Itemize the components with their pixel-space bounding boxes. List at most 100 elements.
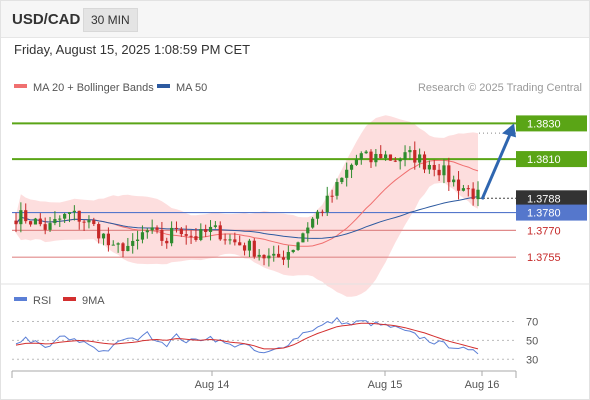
candle-body xyxy=(131,240,135,246)
candle-body xyxy=(466,188,470,190)
candle-body xyxy=(48,223,52,230)
candle-body xyxy=(101,233,106,239)
candle-body xyxy=(204,229,208,232)
candle-body xyxy=(92,220,96,225)
rsi-ma-legend-swatch xyxy=(63,297,76,301)
symbol-label: USD/CAD xyxy=(12,11,81,28)
candle-body xyxy=(306,227,310,234)
price-level-lines xyxy=(12,122,516,258)
candle-body xyxy=(53,218,57,224)
candle-body xyxy=(447,165,451,183)
candle-body xyxy=(388,154,393,161)
candle-body xyxy=(311,218,315,228)
candle-body xyxy=(213,225,217,227)
candle-body xyxy=(437,169,441,176)
watermark: Research © 2025 Trading Central xyxy=(418,82,582,94)
candle-body xyxy=(111,244,115,246)
interval-button[interactable]: 30 MIN xyxy=(83,8,138,32)
candle-body xyxy=(174,227,179,229)
candle-body xyxy=(262,254,266,259)
candle-body xyxy=(286,252,290,260)
bollinger-band-area xyxy=(16,115,478,297)
candle-body xyxy=(106,233,110,246)
candle-body xyxy=(58,218,62,220)
candle-body xyxy=(349,164,354,170)
pivot-label: 1.3780 xyxy=(527,208,561,220)
candle-body xyxy=(413,150,417,163)
candle-body xyxy=(28,221,33,225)
candle-body xyxy=(194,236,198,240)
candle-body xyxy=(379,153,383,159)
candle-body xyxy=(384,154,388,159)
candle-body xyxy=(403,152,407,160)
support-label: 1.3770 xyxy=(527,225,561,237)
rsi-legend-swatch xyxy=(14,297,27,301)
last-price-label-box xyxy=(516,190,587,207)
candle-body xyxy=(19,210,23,225)
rsi-legend-label: RSI xyxy=(33,295,51,307)
x-tick-label: Aug 14 xyxy=(195,379,230,391)
candle-body xyxy=(374,153,378,163)
candle-body xyxy=(398,159,402,162)
x-axis: Aug 14 Aug 15 Aug 16 xyxy=(11,370,517,391)
candle-body xyxy=(155,227,159,230)
moving-averages xyxy=(15,159,479,247)
candle-body xyxy=(82,221,86,223)
candle-body xyxy=(354,159,359,165)
candle-body xyxy=(364,151,368,154)
resistance-label: 1.3810 xyxy=(527,154,561,166)
candle-body xyxy=(291,249,295,253)
candle-body xyxy=(369,151,373,163)
candle-body xyxy=(315,211,320,219)
bollinger-bands xyxy=(16,115,478,297)
candle-body xyxy=(408,150,412,153)
candle-body xyxy=(359,153,363,160)
candle-body xyxy=(476,189,480,200)
candle-body xyxy=(63,213,67,219)
rsi-ma-line xyxy=(15,322,479,350)
candle-body xyxy=(277,253,281,258)
candle-body xyxy=(335,182,339,196)
rsi-ma-legend-label: 9MA xyxy=(82,295,105,307)
ma20-legend-label: MA 20 + Bollinger Bands xyxy=(33,82,154,94)
candle-body xyxy=(432,164,436,170)
candle-body xyxy=(422,154,427,170)
candle-body xyxy=(442,165,446,176)
candle-body xyxy=(233,239,237,243)
candle-body xyxy=(257,254,261,257)
candle-body xyxy=(116,243,120,245)
candle-body xyxy=(418,154,422,163)
candle-body xyxy=(461,188,466,191)
rsi-legend: RSI 9MA xyxy=(14,295,105,307)
candle-body xyxy=(247,240,252,251)
support-label: 1.3755 xyxy=(527,252,561,264)
candle-body xyxy=(135,239,140,241)
candle-body xyxy=(223,239,227,241)
candle-body xyxy=(43,224,47,230)
candle-body xyxy=(199,229,203,240)
candle-body xyxy=(272,253,276,256)
resistance-label-box xyxy=(516,115,587,132)
header-bar: USD/CAD 30 MIN xyxy=(1,1,589,38)
candle-body xyxy=(184,234,188,236)
candle-body xyxy=(126,245,130,252)
forecast-arrow-head xyxy=(502,123,516,138)
candle-body xyxy=(170,227,174,244)
candle-body xyxy=(427,164,431,170)
candle-body xyxy=(320,211,324,213)
candle-body xyxy=(340,177,344,183)
candle-body xyxy=(97,224,101,239)
candle-body xyxy=(238,242,242,246)
candle-body xyxy=(208,226,213,232)
rsi-line xyxy=(15,316,479,355)
candle-body xyxy=(165,240,169,244)
candle-body xyxy=(160,229,164,241)
candle-body xyxy=(242,245,247,251)
ma50-line xyxy=(15,196,479,239)
candle-body xyxy=(14,220,18,225)
candlesticks xyxy=(14,141,480,268)
candle-body xyxy=(33,218,38,225)
candle-body xyxy=(145,230,149,233)
